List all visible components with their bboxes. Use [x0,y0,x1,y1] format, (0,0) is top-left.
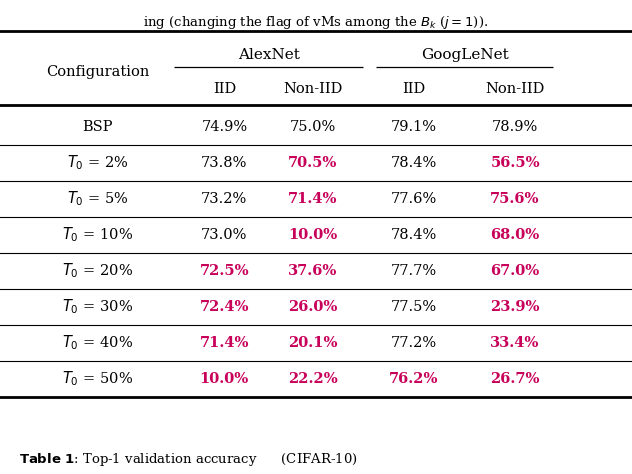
Text: 37.6%: 37.6% [288,264,337,278]
Text: 78.9%: 78.9% [492,119,538,134]
Text: 33.4%: 33.4% [490,336,540,350]
Text: 67.0%: 67.0% [490,264,540,278]
Text: AlexNet: AlexNet [238,47,300,62]
Text: $\mathbf{Table\ 1}$: Top-1 validation accuracy      (CIFAR-10): $\mathbf{Table\ 1}$: Top-1 validation ac… [19,451,358,468]
Text: 26.7%: 26.7% [490,372,540,386]
Text: $T_0$ = 50%: $T_0$ = 50% [63,369,133,388]
Text: 71.4%: 71.4% [200,336,249,350]
Text: 77.2%: 77.2% [391,336,437,350]
Text: 78.4%: 78.4% [391,155,437,170]
Text: 10.0%: 10.0% [288,228,337,242]
Text: $T_0$ = 20%: $T_0$ = 20% [63,261,133,280]
Text: IID: IID [213,82,236,96]
Text: 26.0%: 26.0% [288,300,337,314]
Text: 20.1%: 20.1% [288,336,337,350]
Text: 77.5%: 77.5% [391,300,437,314]
Text: 68.0%: 68.0% [490,228,540,242]
Text: 74.9%: 74.9% [202,119,247,134]
Text: 71.4%: 71.4% [288,191,337,206]
Text: ing (changing the flag of vMs among the $B_k$ ($j$$=$$1$)).: ing (changing the flag of vMs among the … [143,14,489,31]
Text: 23.9%: 23.9% [490,300,540,314]
Text: 77.7%: 77.7% [391,264,437,278]
Text: 10.0%: 10.0% [200,372,249,386]
Text: $T_0$ = 40%: $T_0$ = 40% [63,333,133,352]
Text: 75.0%: 75.0% [289,119,336,134]
Text: 77.6%: 77.6% [391,191,437,206]
Text: Configuration: Configuration [46,65,150,79]
Text: 78.4%: 78.4% [391,228,437,242]
Text: 73.2%: 73.2% [201,191,248,206]
Text: 75.6%: 75.6% [490,191,540,206]
Text: Non-IID: Non-IID [283,82,343,96]
Text: 72.4%: 72.4% [200,300,249,314]
Text: 22.2%: 22.2% [288,372,337,386]
Text: GoogLeNet: GoogLeNet [421,47,508,62]
Text: Non-IID: Non-IID [485,82,545,96]
Text: 72.5%: 72.5% [200,264,249,278]
Text: $T_0$ = 10%: $T_0$ = 10% [63,225,133,244]
Text: $T_0$ = 30%: $T_0$ = 30% [63,297,133,316]
Text: IID: IID [403,82,425,96]
Text: 70.5%: 70.5% [288,155,337,170]
Text: $T_0$ = 2%: $T_0$ = 2% [67,153,129,172]
Text: 73.0%: 73.0% [201,228,248,242]
Text: 76.2%: 76.2% [389,372,439,386]
Text: $T_0$ = 5%: $T_0$ = 5% [67,189,129,208]
Text: 79.1%: 79.1% [391,119,437,134]
Text: 56.5%: 56.5% [490,155,540,170]
Text: BSP: BSP [83,119,113,134]
Text: 73.8%: 73.8% [201,155,248,170]
